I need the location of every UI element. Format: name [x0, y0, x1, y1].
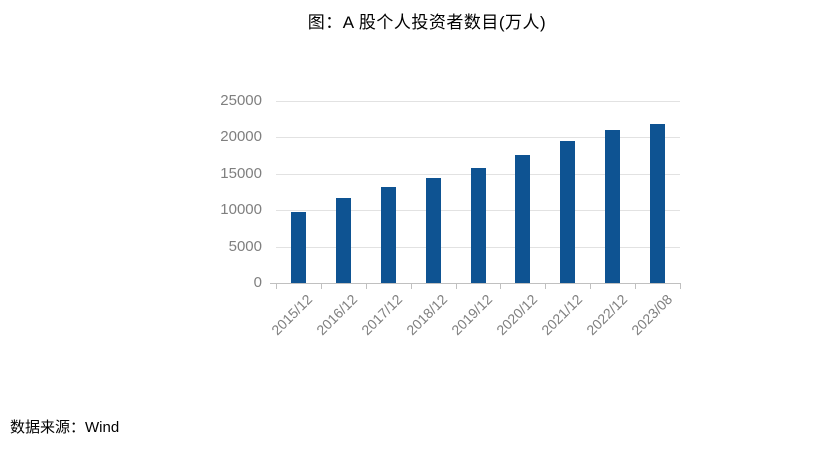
gridline — [276, 101, 680, 102]
x-axis-tick — [545, 284, 547, 289]
x-axis-tick — [365, 284, 367, 289]
bar-2015-12 — [290, 211, 306, 283]
x-axis-tick-label: 2017/12 — [358, 291, 406, 339]
x-axis-tick-label: 2023/08 — [627, 291, 675, 339]
x-axis-tick-label: 2022/12 — [582, 291, 630, 339]
bar-2022-12 — [605, 129, 621, 283]
y-axis-tick-label: 25000 — [220, 92, 262, 109]
gridline — [276, 137, 680, 139]
x-axis-tick — [680, 284, 681, 289]
bar-2018-12 — [425, 177, 441, 283]
y-axis-tick-label: 15000 — [220, 164, 262, 182]
bar-2023-08 — [650, 123, 666, 283]
x-axis-tick — [410, 284, 412, 289]
x-axis-tick — [635, 284, 637, 289]
x-axis-tick-label: 2019/12 — [448, 291, 496, 339]
y-axis-tick-label: 20000 — [220, 128, 262, 146]
y-axis-tick-label: 0 — [253, 274, 262, 291]
bar-2020-12 — [515, 155, 531, 283]
x-axis-tick-label: 2020/12 — [493, 291, 541, 339]
x-axis-tick — [455, 284, 457, 289]
bar-2016-12 — [335, 198, 351, 283]
bar-2019-12 — [470, 167, 486, 283]
x-axis-tick-label: 2016/12 — [313, 291, 361, 339]
bar-2017-12 — [380, 186, 396, 283]
y-axis-tick-label: 10000 — [220, 201, 262, 219]
x-axis-tick — [590, 284, 592, 289]
x-axis-tick — [320, 284, 322, 289]
y-axis-tick-label: 5000 — [228, 237, 262, 255]
x-axis-tick-label: 2018/12 — [403, 291, 451, 339]
x-axis-tick-label: 2015/12 — [268, 291, 316, 339]
chart-title: 图：A 股个人投资者数目(万人) — [307, 13, 547, 32]
x-axis-tick-label: 2021/12 — [537, 291, 586, 339]
bar-2021-12 — [560, 141, 576, 283]
data-source-note: 数据来源：Wind — [10, 419, 120, 436]
x-axis-tick — [500, 284, 502, 289]
x-axis-tick — [276, 284, 277, 289]
x-axis-line — [270, 283, 681, 284]
